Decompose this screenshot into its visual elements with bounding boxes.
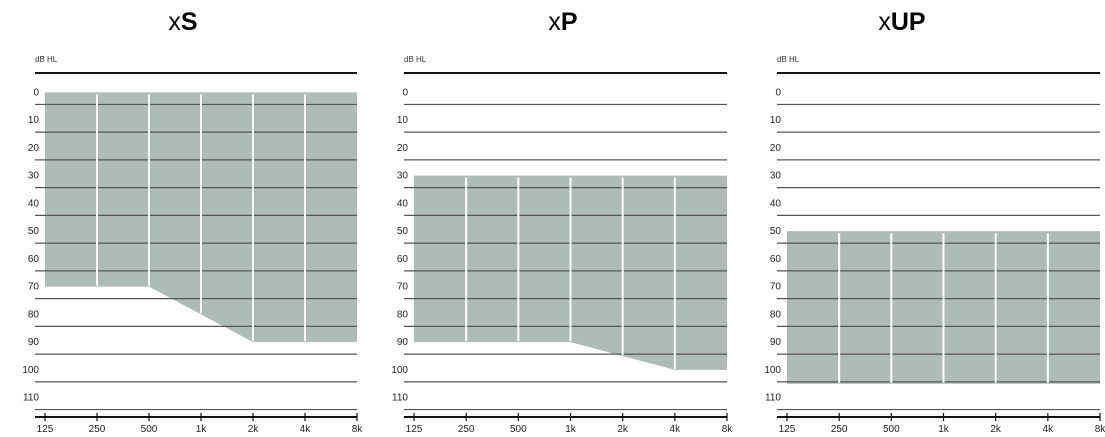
y-tick-label: 110 <box>23 393 39 404</box>
y-tick-label: 30 <box>770 171 782 182</box>
x-tick-label: 4k <box>1043 424 1055 435</box>
chart-title-prefix: x <box>168 8 181 36</box>
x-tick-label: 8k <box>722 424 734 435</box>
chart-title-model: UP <box>890 8 926 36</box>
x-tick-label: 4k <box>670 424 682 435</box>
y-tick-label: 20 <box>770 143 782 154</box>
x-tick-label: 8k <box>352 424 364 435</box>
y-tick-label: 90 <box>770 337 782 348</box>
y-tick-label: 90 <box>28 337 40 348</box>
x-tick-label: 500 <box>141 424 158 435</box>
y-tick-label: 50 <box>28 226 40 237</box>
x-tick-label: 125 <box>779 424 796 435</box>
chart-title-xp: xP <box>493 8 633 37</box>
y-tick-label: 0 <box>775 87 781 98</box>
y-tick-label: 80 <box>397 309 409 320</box>
y-unit-label: dB HL <box>777 55 800 64</box>
x-tick-label: 500 <box>883 424 900 435</box>
y-tick-label: 40 <box>397 198 409 209</box>
x-tick-label: 8k <box>1095 424 1105 435</box>
y-tick-label: 70 <box>397 282 409 293</box>
y-tick-label: 60 <box>28 254 40 265</box>
y-tick-label: 30 <box>397 171 409 182</box>
y-tick-label: 30 <box>28 171 40 182</box>
audiogram-up: dB HL 0 10 20 30 40 50 60 70 80 90 100 110 125 250 500 1… <box>764 55 1105 435</box>
x-tick-label: 250 <box>89 424 106 435</box>
x-tick-label: 4k <box>300 424 312 435</box>
y-tick-label: 20 <box>397 143 409 154</box>
y-tick-label: 10 <box>770 115 782 126</box>
y-tick-label: 10 <box>28 115 40 126</box>
x-tick-label: 1k <box>565 424 577 435</box>
y-tick-label: 40 <box>770 198 782 209</box>
x-tick-label: 2k <box>990 424 1002 435</box>
x-tick-label: 125 <box>406 424 423 435</box>
x-tick-label: 250 <box>831 424 848 435</box>
y-tick-label: 110 <box>765 393 781 404</box>
y-tick-label: 0 <box>402 87 408 98</box>
y-tick-label: 100 <box>764 365 781 376</box>
x-tick-label: 250 <box>458 424 475 435</box>
chart-title-xup: xUP <box>832 8 972 37</box>
y-tick-label: 20 <box>28 143 40 154</box>
audiogram-p: dB HL 0 10 20 30 40 50 60 70 80 90 100 110 125 250 500 1… <box>391 55 733 435</box>
y-tick-label: 50 <box>770 226 782 237</box>
y-unit-label: dB HL <box>35 55 58 64</box>
y-tick-label: 40 <box>28 198 40 209</box>
y-tick-label: 70 <box>28 282 40 293</box>
chart-title-prefix: x <box>878 8 891 36</box>
chart-title-model: S <box>180 8 198 36</box>
y-tick-label: 80 <box>770 309 782 320</box>
x-tick-label: 2k <box>617 424 629 435</box>
audiogram-s: dB HL 0 10 20 30 40 50 60 70 80 90 100 110 125 250 500 1… <box>22 55 363 435</box>
chart-title-prefix: x <box>548 8 561 36</box>
y-tick-label: 110 <box>392 393 408 404</box>
x-tick-label: 1k <box>196 424 208 435</box>
x-tick-label: 500 <box>510 424 527 435</box>
y-tick-label: 90 <box>397 337 409 348</box>
y-tick-label: 50 <box>397 226 409 237</box>
y-tick-label: 10 <box>397 115 409 126</box>
y-tick-label: 80 <box>28 309 40 320</box>
chart-title-xs: xS <box>113 8 253 37</box>
x-tick-label: 2k <box>248 424 260 435</box>
chart-title-model: P <box>560 8 578 36</box>
y-tick-label: 0 <box>33 87 39 98</box>
y-tick-label: 100 <box>22 365 39 376</box>
y-unit-label: dB HL <box>404 55 427 64</box>
y-tick-label: 70 <box>770 282 782 293</box>
x-tick-label: 1k <box>938 424 950 435</box>
y-tick-label: 100 <box>391 365 408 376</box>
x-tick-label: 125 <box>37 424 54 435</box>
y-tick-label: 60 <box>770 254 782 265</box>
y-tick-label: 60 <box>397 254 409 265</box>
